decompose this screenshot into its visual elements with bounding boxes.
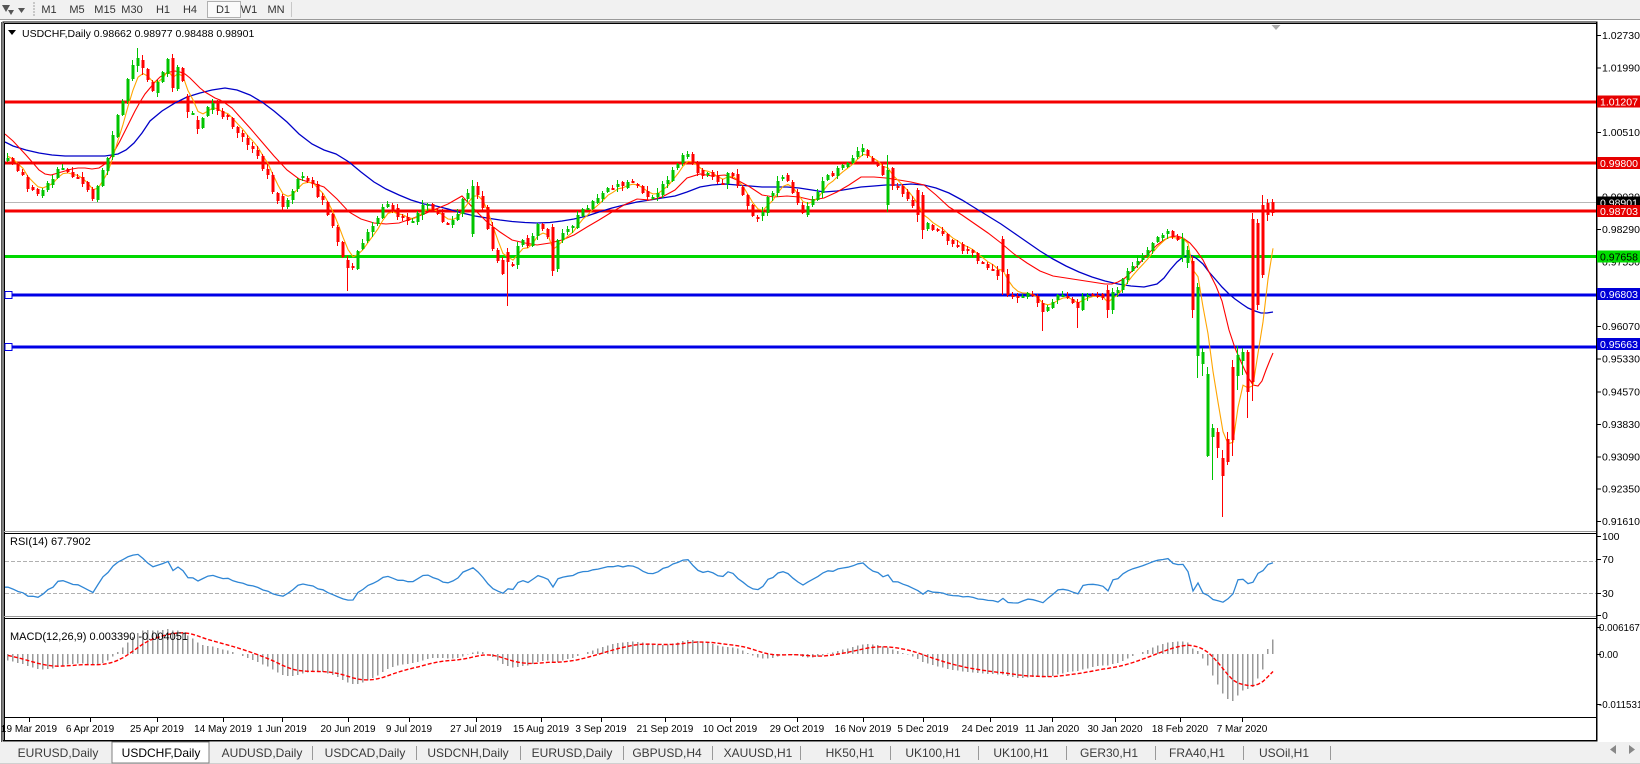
svg-text:M5: M5 — [69, 4, 84, 16]
svg-text:1.01990: 1.01990 — [1602, 62, 1640, 74]
svg-text:AUDUSD,Daily: AUDUSD,Daily — [222, 746, 303, 760]
svg-text:0.96070: 0.96070 — [1602, 321, 1640, 333]
svg-text:0.94570: 0.94570 — [1602, 387, 1640, 399]
svg-text:30: 30 — [1602, 588, 1614, 600]
svg-text:0.96803: 0.96803 — [1600, 289, 1638, 301]
svg-text:USDCAD,Daily: USDCAD,Daily — [325, 746, 406, 760]
svg-text:15 Aug 2019: 15 Aug 2019 — [513, 724, 570, 735]
svg-text:H4: H4 — [183, 4, 197, 16]
svg-text:21 Sep 2019: 21 Sep 2019 — [637, 724, 694, 735]
svg-text:USDCHF,Daily 0.98662 0.98977: USDCHF,Daily 0.98662 0.98977 0.98488 0.9… — [22, 28, 254, 40]
svg-text:100: 100 — [1602, 531, 1620, 543]
svg-text:D1: D1 — [216, 4, 230, 16]
svg-text:EURUSD,Daily: EURUSD,Daily — [532, 746, 613, 760]
svg-text:14 May 2019: 14 May 2019 — [194, 724, 252, 735]
svg-text:FRA40,H1: FRA40,H1 — [1169, 746, 1225, 760]
svg-text:20 Jun 2019: 20 Jun 2019 — [320, 724, 375, 735]
svg-text:18 Feb 2020: 18 Feb 2020 — [1152, 724, 1209, 735]
svg-text:6 Apr 2019: 6 Apr 2019 — [66, 724, 115, 735]
svg-text:HK50,H1: HK50,H1 — [826, 746, 875, 760]
svg-text:0.91610: 0.91610 — [1602, 516, 1640, 528]
svg-text:16 Nov 2019: 16 Nov 2019 — [835, 724, 892, 735]
svg-text:7 Mar 2020: 7 Mar 2020 — [1217, 724, 1268, 735]
svg-text:XAUUSD,H1: XAUUSD,H1 — [724, 746, 793, 760]
svg-text:RSI(14) 67.7902: RSI(14) 67.7902 — [10, 536, 91, 548]
svg-text:0.006167: 0.006167 — [1599, 623, 1640, 634]
svg-text:0.95330: 0.95330 — [1602, 353, 1640, 365]
svg-text:0.93090: 0.93090 — [1602, 451, 1640, 463]
svg-text:M30: M30 — [121, 4, 142, 16]
svg-text:9 Jul 2019: 9 Jul 2019 — [386, 724, 433, 735]
svg-text:30 Jan 2020: 30 Jan 2020 — [1087, 724, 1142, 735]
svg-text:11 Jan 2020: 11 Jan 2020 — [1025, 724, 1080, 735]
svg-text:UK100,H1: UK100,H1 — [993, 746, 1049, 760]
svg-text:70: 70 — [1602, 554, 1614, 566]
svg-text:W1: W1 — [241, 4, 258, 16]
svg-text:10 Oct 2019: 10 Oct 2019 — [703, 724, 758, 735]
svg-text:0.98290: 0.98290 — [1602, 224, 1640, 236]
svg-text:24 Dec 2019: 24 Dec 2019 — [962, 724, 1019, 735]
svg-text:1.00510: 1.00510 — [1602, 127, 1640, 139]
svg-text:USDCNH,Daily: USDCNH,Daily — [427, 746, 508, 760]
svg-text:1 Jun 2019: 1 Jun 2019 — [257, 724, 307, 735]
svg-text:0.97658: 0.97658 — [1600, 252, 1638, 264]
svg-text:0.92350: 0.92350 — [1602, 484, 1640, 496]
svg-text:GBPUSD,H4: GBPUSD,H4 — [632, 746, 702, 760]
svg-text:0: 0 — [1602, 610, 1608, 622]
svg-text:29 Oct 2019: 29 Oct 2019 — [770, 724, 825, 735]
svg-text:0.00: 0.00 — [1599, 650, 1619, 661]
svg-text:0.99800: 0.99800 — [1600, 158, 1638, 170]
svg-text:MN: MN — [267, 4, 284, 16]
svg-text:USDCHF,Daily: USDCHF,Daily — [122, 746, 201, 760]
svg-text:MACD(12,26,9) 0.003390 -0.0040: MACD(12,26,9) 0.003390 -0.004051 — [10, 631, 188, 643]
svg-text:0.98703: 0.98703 — [1600, 206, 1638, 218]
svg-text:3 Sep 2019: 3 Sep 2019 — [575, 724, 627, 735]
svg-text:0.95663: 0.95663 — [1600, 339, 1638, 351]
svg-text:M1: M1 — [41, 4, 56, 16]
svg-text:EURUSD,Daily: EURUSD,Daily — [18, 746, 99, 760]
svg-text:1.02730: 1.02730 — [1602, 30, 1640, 42]
svg-text:25 Apr 2019: 25 Apr 2019 — [130, 724, 184, 735]
svg-text:-0.011531: -0.011531 — [1599, 700, 1640, 711]
svg-text:0.93830: 0.93830 — [1602, 419, 1640, 431]
svg-text:19 Mar 2019: 19 Mar 2019 — [1, 724, 58, 735]
svg-text:5 Dec 2019: 5 Dec 2019 — [897, 724, 949, 735]
svg-text:M15: M15 — [94, 4, 115, 16]
svg-text:USOil,H1: USOil,H1 — [1259, 746, 1309, 760]
svg-text:UK100,H1: UK100,H1 — [905, 746, 961, 760]
svg-text:1.01207: 1.01207 — [1600, 97, 1638, 109]
svg-text:GER30,H1: GER30,H1 — [1080, 746, 1138, 760]
svg-text:H1: H1 — [156, 4, 170, 16]
svg-text:27 Jul 2019: 27 Jul 2019 — [450, 724, 502, 735]
